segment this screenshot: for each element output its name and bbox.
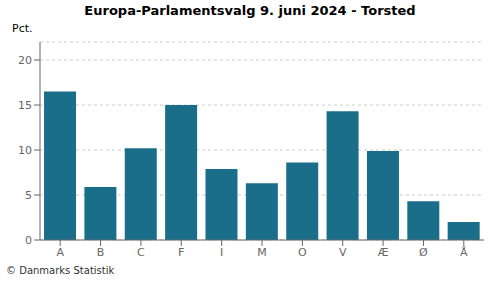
svg-text:F: F (178, 246, 184, 259)
svg-text:O: O (298, 246, 307, 259)
svg-text:I: I (220, 246, 223, 259)
svg-text:Å: Å (460, 246, 468, 259)
html-text:© Danmarks Statistik: © Danmarks Statistik (6, 265, 115, 276)
svg-text:Æ: Æ (378, 246, 389, 259)
svg-text:V: V (339, 246, 347, 259)
svg-text:A: A (56, 246, 64, 259)
svg-text:5: 5 (25, 189, 32, 202)
svg-text:Ø: Ø (419, 246, 428, 259)
svg-text:C: C (137, 246, 145, 259)
svg-text:10: 10 (18, 144, 32, 157)
svg-text:15: 15 (18, 99, 32, 112)
html-text:Pct.: Pct. (12, 22, 33, 35)
html-text:Europa-Parlamentsvalg 9. juni: Europa-Parlamentsvalg 9. juni 2024 - Tor… (84, 3, 416, 18)
svg-text:0: 0 (25, 234, 32, 247)
svg-text:20: 20 (18, 54, 32, 67)
svg-text:B: B (97, 246, 105, 259)
svg-text:M: M (257, 246, 267, 259)
